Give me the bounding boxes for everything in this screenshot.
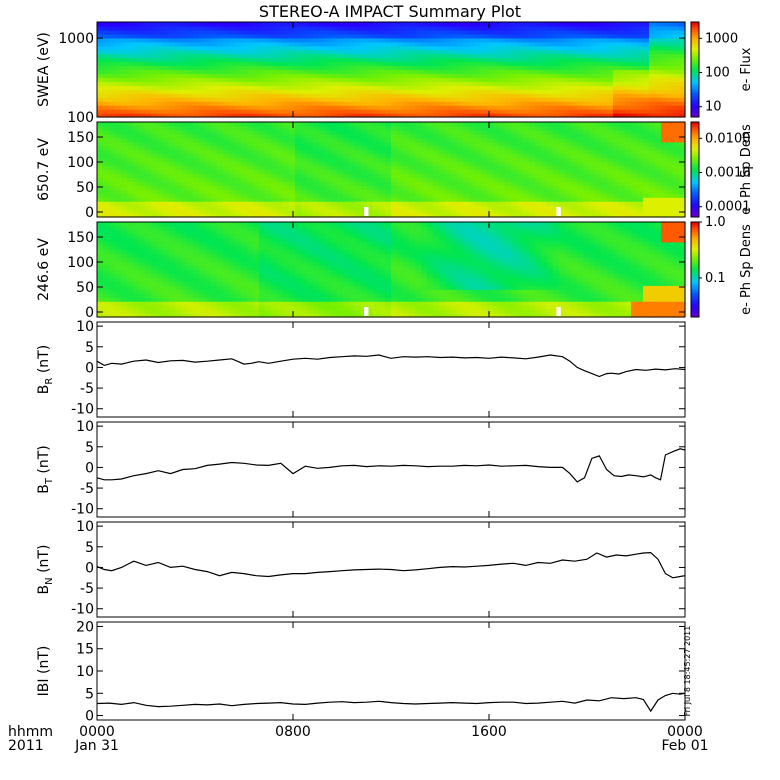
- pad650-frame: [96, 121, 686, 218]
- colorbar-tick-label: 10: [705, 100, 722, 115]
- colorbar-tick-label: 0.0001: [705, 200, 751, 215]
- y-tick-label: 1000: [58, 31, 94, 47]
- x-axis-row1-label: hhmm: [8, 724, 53, 740]
- pad246-colorbar-label: e- Ph Sp Dens: [739, 224, 754, 315]
- pad650-data-gap: [364, 207, 369, 216]
- y-tick-label: 10: [76, 419, 94, 435]
- y-tick-label: 5: [85, 686, 94, 702]
- y-tick-label: 10: [76, 519, 94, 535]
- bn-frame: [96, 521, 686, 618]
- x-tick-label: 0800: [275, 724, 311, 740]
- pad650-spectrogram: [97, 122, 686, 218]
- swea-colorbar-label: e- Flux: [739, 47, 754, 91]
- y-tick-label: 0: [85, 460, 94, 476]
- y-tick-label: 0: [85, 360, 94, 376]
- colorbar-tick-label: 0.0100: [705, 131, 751, 146]
- y-tick-label: 150: [67, 130, 94, 146]
- y-tick-label: 5: [85, 440, 94, 456]
- bmag-ylabel: IBI (nT): [36, 646, 52, 697]
- y-tick-label: -5: [80, 481, 94, 497]
- pad246-ylabel: 246.6 eV: [36, 238, 52, 301]
- bt-ylabel: BT (nT): [36, 445, 55, 494]
- y-tick-label: -5: [80, 381, 94, 397]
- x-tick-date-label: Jan 31: [74, 738, 119, 754]
- y-tick-label: 150: [67, 230, 94, 246]
- bn-ylabel: BN (nT): [36, 545, 55, 595]
- x-tick-label: 0000: [79, 724, 115, 740]
- bt-frame: [96, 421, 686, 518]
- bmag-series-line: [96, 692, 686, 713]
- plot-title: STEREO-A IMPACT Summary Plot: [259, 2, 521, 21]
- colorbar-tick-label: 1.0: [705, 215, 726, 230]
- pad246-colorbar: 0.1 1.0 e- Ph Sp Dens: [690, 215, 754, 318]
- y-tick-label: 50: [76, 180, 94, 196]
- y-tick-label: 15: [76, 642, 94, 658]
- y-tick-label: 0: [85, 205, 94, 221]
- colorbar-tick-label: 100: [705, 66, 730, 81]
- colorbar-tick-label: 0.0010: [705, 166, 751, 181]
- colorbar-tick-label: 1000: [705, 31, 738, 46]
- pad246-data-gap: [364, 307, 369, 316]
- bt-panel: -10 -5 0 5 10 BT (nT): [36, 419, 686, 518]
- run-stamp: Fri Jul 8 18:45:27 2011: [683, 626, 692, 717]
- y-tick-label: 5: [85, 540, 94, 556]
- bt-series-line: [96, 448, 686, 483]
- y-tick-label: 20: [76, 619, 94, 635]
- y-tick-label: -10: [71, 502, 94, 518]
- y-tick-label: -10: [71, 402, 94, 418]
- br-ylabel: BR (nT): [36, 345, 55, 394]
- pad650-data-gap: [556, 207, 561, 216]
- x-tick-label: 1600: [471, 724, 507, 740]
- swea-spectrogram: [97, 22, 686, 118]
- pad246-frame: [96, 221, 686, 318]
- pad246-panel: 0.1 1.0 e- Ph Sp Dens 0 50 100 150 246.6 eV: [36, 215, 754, 321]
- y-tick-label: 50: [76, 280, 94, 296]
- y-tick-label: -10: [71, 602, 94, 618]
- pad650-colorbar-label: e- Ph Sp Dens: [739, 124, 754, 215]
- pad650-ylabel: 650.7 eV: [36, 138, 52, 201]
- pad246-data-gap: [556, 307, 561, 316]
- x-tick-label: 0000: [667, 724, 703, 740]
- y-tick-label: 100: [67, 155, 94, 171]
- pad246-spectrogram: [97, 222, 686, 318]
- y-tick-label: 10: [76, 319, 94, 335]
- swea-ylabel: SWEA (eV): [36, 32, 52, 107]
- y-tick-label: 10: [76, 664, 94, 680]
- y-tick-label: 5: [85, 340, 94, 356]
- colorbar-tick-label: 0.1: [705, 271, 726, 286]
- br-panel: -10 -5 0 5 10 BR (nT): [36, 319, 686, 418]
- y-tick-label: 0: [85, 709, 94, 725]
- bn-panel: -10 -5 0 5 10 BN (nT): [36, 519, 686, 618]
- y-tick-label: 100: [67, 110, 94, 126]
- x-axis-row2-label: 2011: [8, 738, 44, 754]
- y-tick-label: 100: [67, 255, 94, 271]
- bmag-panel: 0 5 10 15 20 IBI (nT): [36, 619, 686, 725]
- y-tick-label: 0: [85, 305, 94, 321]
- bn-series-line: [96, 551, 686, 579]
- y-tick-label: -5: [80, 581, 94, 597]
- y-tick-label: 0: [85, 560, 94, 576]
- swea-frame: [96, 21, 686, 118]
- br-series-line: [96, 354, 686, 378]
- br-frame: [96, 321, 686, 418]
- x-tick-date-label: Feb 01: [661, 738, 708, 754]
